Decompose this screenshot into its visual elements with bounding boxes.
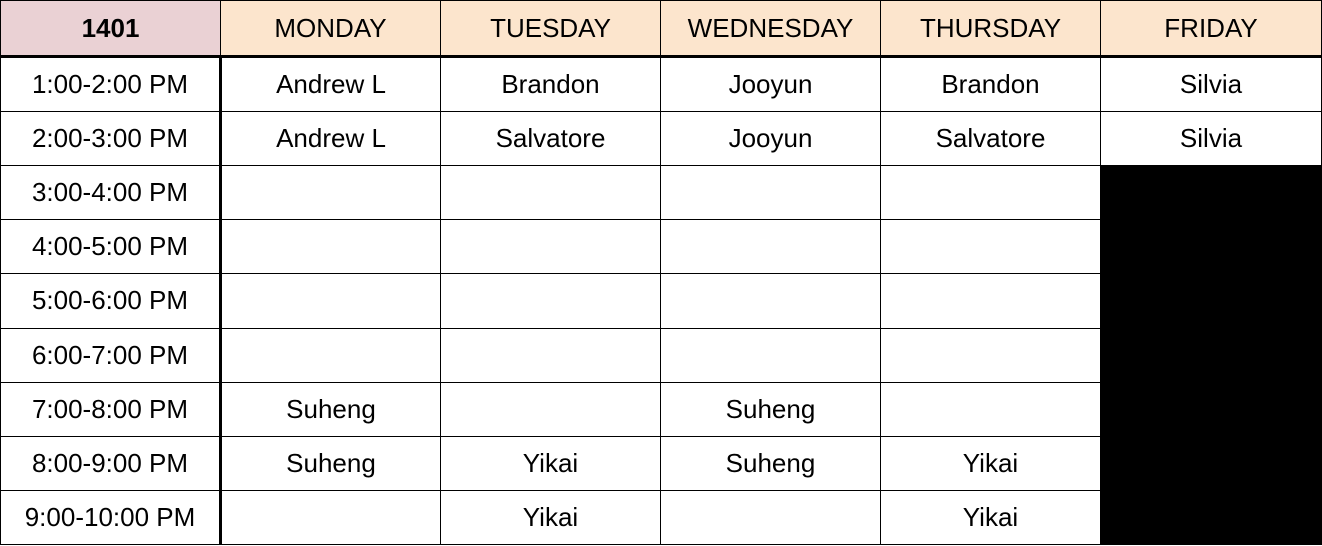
shift-cell-monday[interactable]: Suheng	[220, 435, 441, 491]
shift-cell-monday[interactable]: Andrew L	[220, 55, 441, 113]
shift-cell-tuesday[interactable]	[440, 165, 661, 221]
shift-cell-tuesday[interactable]	[440, 381, 661, 437]
blocked-cell-friday[interactable]	[1100, 273, 1322, 329]
time-slot-cell[interactable]: 7:00-8:00 PM	[0, 381, 222, 437]
room-number-cell[interactable]: 1401	[0, 0, 221, 58]
blocked-cell-friday[interactable]	[1100, 435, 1322, 491]
shift-cell-thursday[interactable]: Yikai	[880, 489, 1101, 546]
schedule-row: 7:00-8:00 PM Suheng Suheng	[0, 381, 1322, 437]
shift-cell-thursday[interactable]	[880, 327, 1101, 383]
day-header-monday[interactable]: MONDAY	[220, 0, 441, 58]
shift-cell-tuesday[interactable]: Salvatore	[440, 111, 661, 167]
time-slot-cell[interactable]: 9:00-10:00 PM	[0, 489, 222, 546]
shift-cell-friday[interactable]: Silvia	[1100, 55, 1322, 113]
schedule-row: 9:00-10:00 PM Yikai Yikai	[0, 489, 1322, 546]
schedule-row: 4:00-5:00 PM	[0, 219, 1322, 275]
shift-cell-monday[interactable]	[220, 219, 441, 275]
shift-cell-wednesday[interactable]	[660, 219, 881, 275]
shift-cell-tuesday[interactable]	[440, 219, 661, 275]
day-header-wednesday[interactable]: WEDNESDAY	[660, 0, 881, 58]
time-slot-cell[interactable]: 1:00-2:00 PM	[0, 55, 222, 113]
day-header-thursday[interactable]: THURSDAY	[880, 0, 1101, 58]
shift-cell-wednesday[interactable]	[660, 273, 881, 329]
shift-cell-monday[interactable]: Suheng	[220, 381, 441, 437]
shift-cell-wednesday[interactable]	[660, 489, 881, 546]
time-slot-cell[interactable]: 8:00-9:00 PM	[0, 435, 222, 491]
shift-cell-thursday[interactable]	[880, 381, 1101, 437]
shift-cell-friday[interactable]: Silvia	[1100, 111, 1322, 167]
shift-cell-thursday[interactable]: Brandon	[880, 55, 1101, 113]
shift-cell-tuesday[interactable]: Yikai	[440, 489, 661, 546]
blocked-cell-friday[interactable]	[1100, 489, 1322, 546]
shift-cell-thursday[interactable]: Salvatore	[880, 111, 1101, 167]
shift-cell-wednesday[interactable]: Jooyun	[660, 111, 881, 167]
shift-cell-wednesday[interactable]: Jooyun	[660, 55, 881, 113]
shift-cell-wednesday[interactable]: Suheng	[660, 435, 881, 491]
blocked-cell-friday[interactable]	[1100, 165, 1322, 221]
shift-cell-wednesday[interactable]	[660, 327, 881, 383]
shift-cell-tuesday[interactable]	[440, 273, 661, 329]
schedule-row: 8:00-9:00 PM Suheng Yikai Suheng Yikai	[0, 435, 1322, 491]
time-slot-cell[interactable]: 5:00-6:00 PM	[0, 273, 222, 329]
shift-cell-wednesday[interactable]: Suheng	[660, 381, 881, 437]
time-slot-cell[interactable]: 4:00-5:00 PM	[0, 219, 222, 275]
shift-cell-thursday[interactable]: Yikai	[880, 435, 1101, 491]
shift-cell-tuesday[interactable]	[440, 327, 661, 383]
shift-cell-monday[interactable]	[220, 489, 441, 546]
schedule-row: 2:00-3:00 PM Andrew L Salvatore Jooyun Salva…	[0, 111, 1322, 167]
shift-cell-monday[interactable]	[220, 165, 441, 221]
blocked-cell-friday[interactable]	[1100, 381, 1322, 437]
blocked-cell-friday[interactable]	[1100, 327, 1322, 383]
schedule-row: 5:00-6:00 PM	[0, 273, 1322, 329]
shift-cell-wednesday[interactable]	[660, 165, 881, 221]
shift-cell-thursday[interactable]	[880, 219, 1101, 275]
shift-cell-thursday[interactable]	[880, 165, 1101, 221]
schedule-body: 1:00-2:00 PM Andrew L Brandon Jooyun Brandon…	[0, 55, 1322, 546]
time-slot-cell[interactable]: 6:00-7:00 PM	[0, 327, 222, 383]
schedule-row: 6:00-7:00 PM	[0, 327, 1322, 383]
schedule-row: 3:00-4:00 PM	[0, 165, 1322, 221]
shift-cell-monday[interactable]: Andrew L	[220, 111, 441, 167]
time-slot-cell[interactable]: 3:00-4:00 PM	[0, 165, 222, 221]
day-header-friday[interactable]: FRIDAY	[1100, 0, 1322, 58]
time-slot-cell[interactable]: 2:00-3:00 PM	[0, 111, 222, 167]
shift-cell-monday[interactable]	[220, 273, 441, 329]
shift-cell-monday[interactable]	[220, 327, 441, 383]
header-row: 1401 MONDAY TUESDAY WEDNESDAY THURSDAY F…	[0, 0, 1322, 58]
shift-cell-tuesday[interactable]: Brandon	[440, 55, 661, 113]
shift-cell-thursday[interactable]	[880, 273, 1101, 329]
day-header-tuesday[interactable]: TUESDAY	[440, 0, 661, 58]
schedule-row: 1:00-2:00 PM Andrew L Brandon Jooyun Brandon…	[0, 55, 1322, 113]
blocked-cell-friday[interactable]	[1100, 219, 1322, 275]
shift-cell-tuesday[interactable]: Yikai	[440, 435, 661, 491]
